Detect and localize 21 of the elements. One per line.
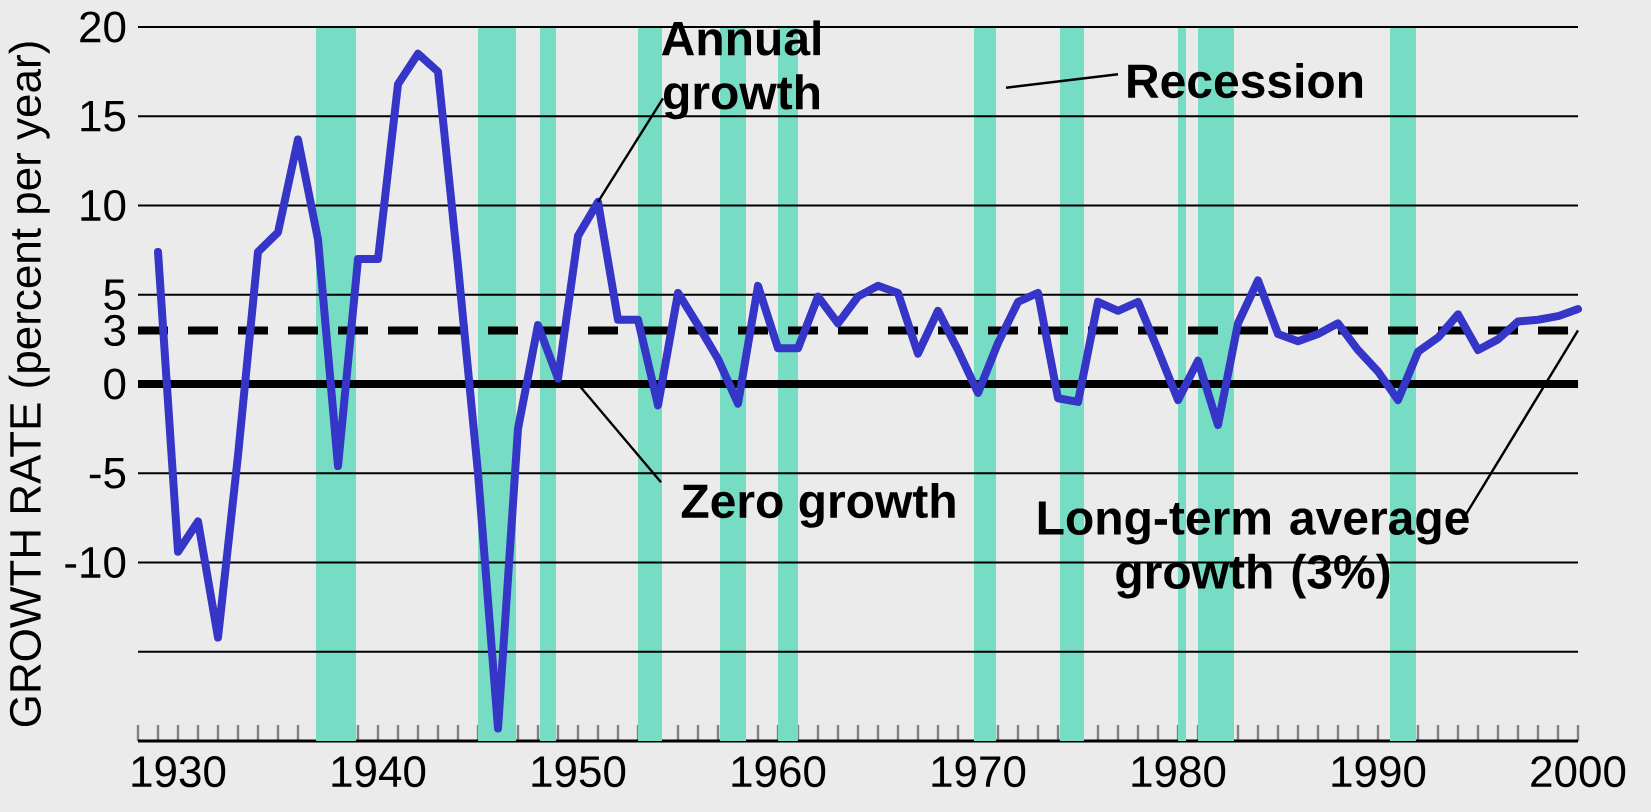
x-tick-label: 2000 [1531,756,1626,788]
annotation: Annual growth [661,20,820,120]
y-tick-label: 20 [80,11,126,43]
y-tick-label: 5 [104,279,126,311]
x-tick-label: 1950 [532,756,626,788]
annotation: Zero growth [681,482,955,528]
x-tick-label: 1960 [732,756,826,788]
band-label: Recession [1128,62,1363,99]
y-tick-label: 3 [104,314,126,347]
x-tick-label: 1940 [332,756,426,788]
y-axis-title: GROWTH RATE (percent per year) [8,42,50,727]
x-tick-label: 1980 [1132,756,1226,788]
y-tick-label: -5 [89,457,126,489]
y-tick-label: 0 [104,368,126,400]
annotation: Long-term average growth (3%) [1038,501,1469,599]
y-tick-label: -10 [65,546,126,579]
x-tick-label: 1930 [132,756,226,788]
x-tick-label: 1990 [1332,756,1426,788]
y-tick-label: 15 [81,100,126,132]
y-tick-label: 10 [81,189,126,222]
x-tick-label: 1970 [932,756,1026,788]
